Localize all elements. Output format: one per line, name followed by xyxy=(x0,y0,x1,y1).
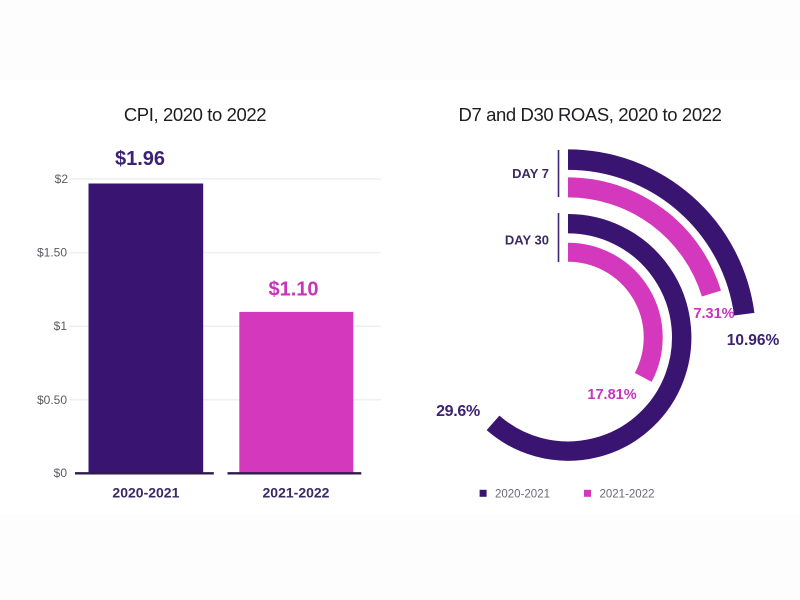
svg-text:2021-2022: 2021-2022 xyxy=(263,485,330,501)
svg-text:$0: $0 xyxy=(54,466,68,480)
svg-text:$1.50: $1.50 xyxy=(37,246,67,260)
svg-text:DAY 30: DAY 30 xyxy=(505,233,549,248)
svg-text:$1.10: $1.10 xyxy=(268,279,318,301)
svg-text:D7 and D30 ROAS, 2020 to 2022: D7 and D30 ROAS, 2020 to 2022 xyxy=(458,104,721,125)
svg-text:10.96%: 10.96% xyxy=(727,332,780,349)
svg-text:$2: $2 xyxy=(55,172,69,186)
svg-text:$1.96: $1.96 xyxy=(115,148,165,170)
svg-text:DAY 7: DAY 7 xyxy=(512,166,549,181)
svg-text:2021-2022: 2021-2022 xyxy=(600,489,655,501)
svg-text:$1: $1 xyxy=(54,319,68,333)
svg-text:CPI, 2020 to 2022: CPI, 2020 to 2022 xyxy=(124,104,266,125)
svg-text:17.81%: 17.81% xyxy=(587,387,636,403)
svg-text:7.31%: 7.31% xyxy=(693,306,734,322)
svg-text:2020-2021: 2020-2021 xyxy=(495,489,550,501)
svg-text:29.6%: 29.6% xyxy=(436,403,480,420)
svg-text:$0.50: $0.50 xyxy=(37,393,67,407)
svg-text:2020-2021: 2020-2021 xyxy=(112,485,179,501)
